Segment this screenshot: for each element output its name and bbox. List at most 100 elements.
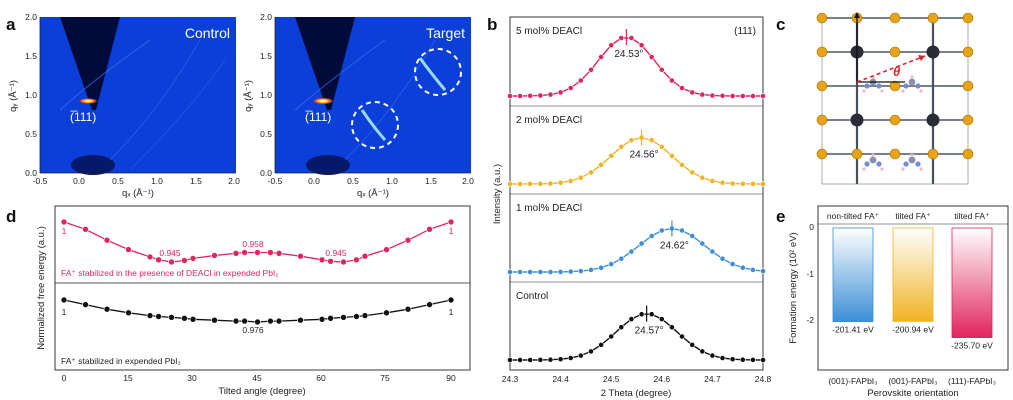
data-point — [567, 268, 574, 275]
data-point — [719, 355, 726, 361]
peak-label: 24.53° — [614, 49, 643, 60]
data-point — [588, 266, 594, 273]
data-point — [241, 249, 248, 256]
data-point — [353, 256, 360, 264]
iodine-atom — [816, 46, 828, 58]
data-point — [189, 255, 197, 262]
highlight-circle-2 — [414, 48, 462, 96]
xrd-plot: 5 mol% DEACl (111) 2 mol% DEACl 1 mol% D… — [492, 16, 772, 399]
giwaxs-map-target: Target (̅111) — [275, 17, 471, 175]
data-point — [507, 269, 513, 275]
data-point — [689, 89, 696, 96]
data-point — [527, 180, 534, 187]
data-point — [760, 93, 766, 99]
data-point — [577, 352, 584, 359]
iodine-atom — [816, 114, 828, 126]
value-label: 0.958 — [242, 239, 264, 249]
hydrogen-atom — [901, 89, 905, 93]
data-point — [537, 356, 544, 363]
data-point — [750, 180, 756, 187]
plot-frame — [509, 16, 764, 371]
peak-label-target: (̅111) — [305, 110, 331, 124]
hydrogen-atom — [910, 153, 914, 157]
iodine-atom — [889, 114, 901, 126]
value-label: 1 — [449, 226, 454, 236]
data-point — [729, 356, 736, 363]
tick: 1.5 — [190, 176, 202, 186]
data-point — [426, 226, 433, 233]
tick: 24.8 — [755, 374, 772, 384]
data-point — [709, 248, 716, 255]
data-point — [340, 314, 347, 321]
data-point — [125, 246, 132, 253]
data-point — [507, 181, 513, 187]
hydrogen-atom — [871, 153, 875, 157]
tick: 0.5 — [260, 129, 272, 139]
energy-bar — [892, 227, 934, 322]
data-point — [750, 266, 756, 273]
lead-atom — [926, 45, 940, 59]
data-point — [618, 143, 625, 150]
data-point — [168, 258, 175, 266]
tick: 24.3 — [502, 374, 519, 384]
data-point — [297, 316, 304, 324]
data-point — [517, 181, 523, 187]
tick: 0.5 — [347, 176, 359, 186]
tick: 0.5 — [25, 129, 37, 139]
data-point — [638, 311, 645, 318]
data-point — [648, 137, 655, 143]
data-point — [567, 355, 574, 361]
data-point — [608, 152, 615, 159]
data-point — [211, 316, 218, 324]
nitrogen-atom — [864, 161, 870, 167]
data-point — [669, 152, 675, 159]
data-point — [719, 255, 726, 262]
crystal-structure: θ — [816, 12, 974, 185]
xrd-trace — [510, 313, 764, 361]
tick: 24.4 — [552, 374, 569, 384]
data-point — [155, 313, 162, 320]
hydrogen-atom — [862, 167, 866, 171]
streak-2 — [418, 57, 447, 91]
data-point — [739, 356, 746, 363]
data-point — [275, 250, 283, 257]
data-point — [598, 161, 604, 168]
data-point — [638, 240, 645, 247]
data-point — [588, 348, 594, 355]
data-point — [557, 268, 564, 275]
tick: -0.5 — [33, 176, 48, 186]
data-point — [739, 264, 746, 271]
data-point — [628, 35, 635, 41]
data-point — [267, 317, 274, 325]
trace-name: 5 mol% DEACl — [516, 26, 582, 37]
data-point — [537, 269, 544, 275]
energy-bar — [832, 227, 874, 323]
data-point — [679, 333, 685, 340]
data-point — [426, 301, 433, 308]
xrd-trace — [510, 37, 763, 97]
nitrogen-atom — [876, 83, 882, 89]
data-point — [60, 296, 68, 304]
data-point — [577, 77, 584, 84]
beam-shadow — [295, 17, 355, 110]
data-point — [739, 180, 746, 187]
iodine-atom — [889, 12, 901, 24]
iodine-atom — [851, 148, 863, 160]
map1-axes: -0.5 0.0 0.5 1.0 1.5 2.0 0.0 0.5 1.0 1.5… — [8, 12, 240, 199]
iodine-atom — [927, 148, 939, 160]
data-point — [588, 169, 594, 176]
data-point — [404, 305, 412, 313]
tick: 0.0 — [25, 168, 37, 178]
tick: 60 — [316, 373, 326, 383]
data-point — [241, 317, 248, 325]
data-point — [739, 93, 746, 99]
data-point — [608, 42, 615, 49]
bar-value-label: -200.94 eV — [892, 324, 934, 334]
peak-label: 24.56° — [630, 150, 659, 161]
beamstop — [71, 155, 115, 175]
panel-label-c: c — [776, 15, 785, 34]
y-axis-label: Formation energy (10² eV) — [788, 232, 799, 343]
x-axis-label: qₓ (Å⁻¹) — [122, 188, 154, 199]
data-point — [168, 314, 175, 321]
